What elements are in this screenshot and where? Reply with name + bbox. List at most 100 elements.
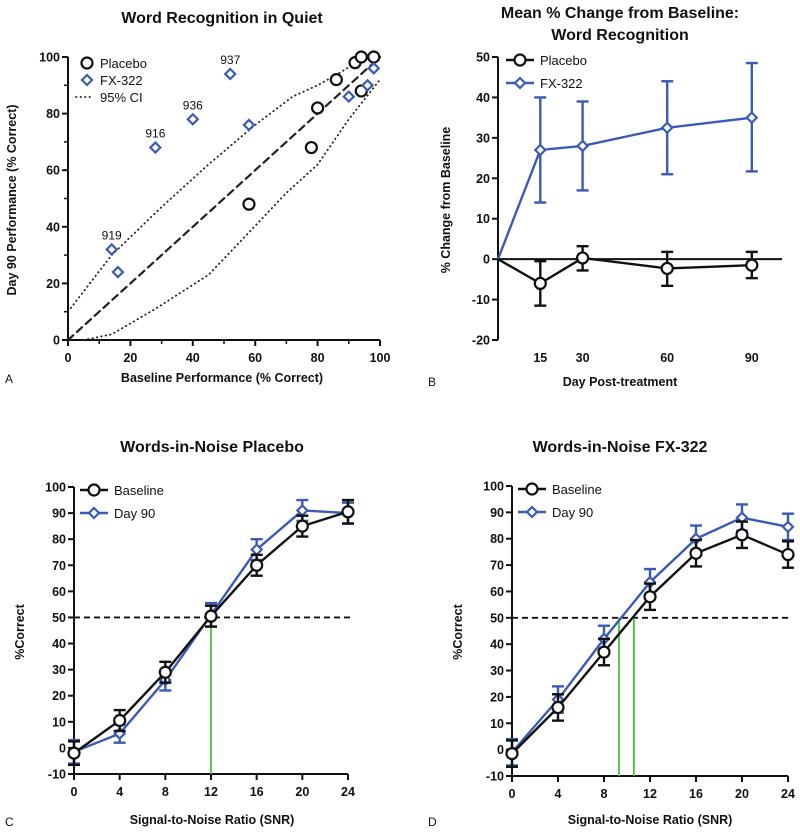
- legend-marker: [513, 53, 527, 67]
- point-annotation: 937: [220, 53, 240, 67]
- data-point: [735, 528, 749, 542]
- legend-marker: [525, 505, 539, 519]
- data-point: [341, 505, 355, 519]
- y-tick-label: 100: [39, 51, 60, 65]
- legend-label: FX-322: [100, 73, 143, 88]
- y-tick-label: -10: [472, 293, 490, 307]
- data-point: [505, 746, 519, 761]
- data-point: [660, 121, 674, 135]
- x-tick-label: 60: [660, 351, 674, 365]
- series-fx-322: [496, 61, 759, 260]
- chart-title: Mean % Change from Baseline:: [501, 5, 739, 22]
- x-tick-label: 8: [162, 785, 169, 799]
- y-tick-label: 70: [52, 559, 66, 573]
- y-tick-label: -10: [486, 770, 504, 784]
- x-axis-label: Signal-to-Noise Ratio (SNR): [130, 813, 295, 827]
- y-tick-label: 100: [483, 480, 504, 494]
- series-baseline: [505, 520, 795, 768]
- x-tick-label: 20: [295, 785, 309, 799]
- point-annotation: 919: [102, 228, 122, 242]
- y-tick-label: 10: [476, 212, 490, 226]
- y-tick-label: 40: [46, 220, 60, 234]
- legend-label: Day 90: [114, 506, 155, 521]
- x-tick-label: 20: [123, 351, 137, 365]
- data-point: [575, 251, 590, 265]
- data-point: [745, 111, 759, 125]
- point-placebo: [304, 140, 318, 155]
- series-line: [511, 516, 789, 754]
- y-axis-label: Day 90 Performance (% Correct): [5, 104, 19, 295]
- x-tick-label: 0: [65, 351, 72, 365]
- data-point: [533, 143, 547, 157]
- x-tick-label: 15: [533, 351, 547, 365]
- data-point: [689, 546, 703, 560]
- y-tick-label: -10: [48, 768, 66, 782]
- legend-label: FX-322: [540, 76, 583, 91]
- panel-label: B: [428, 375, 436, 389]
- point-fx-322: [111, 265, 125, 279]
- y-tick-label: 90: [490, 506, 504, 520]
- point-placebo: [242, 197, 256, 211]
- y-tick-label: 0: [53, 334, 60, 348]
- data-point: [113, 713, 127, 728]
- point-fx-322: [148, 141, 162, 155]
- y-tick-label: 10: [52, 715, 66, 729]
- legend-marker: [525, 482, 539, 496]
- point-placebo: [354, 50, 368, 64]
- point-fx-322: [242, 118, 256, 132]
- x-tick-label: 0: [71, 785, 78, 799]
- series-placebo: [497, 245, 759, 307]
- legend-label: Baseline: [552, 482, 602, 497]
- data-point: [250, 558, 264, 572]
- panel-b: Mean % Change from Baseline: Word Recogni…: [428, 5, 782, 389]
- chart-title: Words-in-Noise FX-322: [533, 439, 708, 456]
- y-tick-label: 0: [59, 741, 66, 755]
- data-point: [781, 520, 795, 534]
- y-tick-label: 80: [490, 532, 504, 546]
- y-tick-label: 20: [476, 172, 490, 186]
- x-tick-label: 100: [370, 351, 391, 365]
- legend-marker: [513, 76, 527, 90]
- point-fx-322: [342, 90, 356, 104]
- y-tick-label: 50: [52, 611, 66, 625]
- data-point: [576, 139, 590, 153]
- series-day-90: [505, 503, 795, 767]
- y-tick-label: 50: [476, 51, 490, 65]
- data-point: [67, 746, 81, 760]
- y-tick-label: 90: [52, 507, 66, 521]
- panel-d: Words-in-Noise FX-322 D Signal-to-Noise Ra…: [428, 439, 795, 829]
- point-placebo: [329, 73, 343, 87]
- point-fx-322: [367, 61, 381, 75]
- y-tick-label: 60: [490, 585, 504, 599]
- point-fx-322: [360, 78, 375, 92]
- y-tick-label: 20: [490, 690, 504, 704]
- data-point: [158, 665, 172, 679]
- point-fx-322: [223, 67, 237, 81]
- point-annotation: 916: [145, 127, 165, 141]
- point-placebo: [311, 101, 325, 115]
- series-line: [496, 116, 752, 260]
- legend-label: Placebo: [540, 53, 587, 68]
- legend-label: Baseline: [114, 483, 164, 498]
- y-axis-label: % Change from Baseline: [439, 127, 453, 274]
- legend-marker: [80, 73, 94, 87]
- x-tick-label: 4: [116, 785, 123, 799]
- data-point: [643, 590, 657, 604]
- y-tick-label: 30: [490, 664, 504, 678]
- point-annotation: 936: [183, 98, 203, 112]
- panel-label: A: [5, 372, 13, 386]
- x-tick-label: 16: [689, 787, 703, 801]
- data-point: [551, 700, 565, 715]
- legend-label: Placebo: [100, 56, 147, 71]
- y-tick-label: 0: [483, 253, 490, 267]
- x-tick-label: 12: [204, 785, 218, 799]
- data-point: [204, 609, 218, 623]
- point-fx-322: [186, 112, 200, 126]
- legend-marker: [80, 56, 94, 70]
- data-point: [533, 276, 547, 290]
- chart-title: Word Recognition in Quiet: [121, 10, 323, 27]
- legend-marker: [87, 483, 101, 497]
- y-tick-label: -20: [472, 334, 490, 348]
- y-tick-label: 70: [490, 559, 504, 573]
- x-tick-label: 16: [250, 785, 264, 799]
